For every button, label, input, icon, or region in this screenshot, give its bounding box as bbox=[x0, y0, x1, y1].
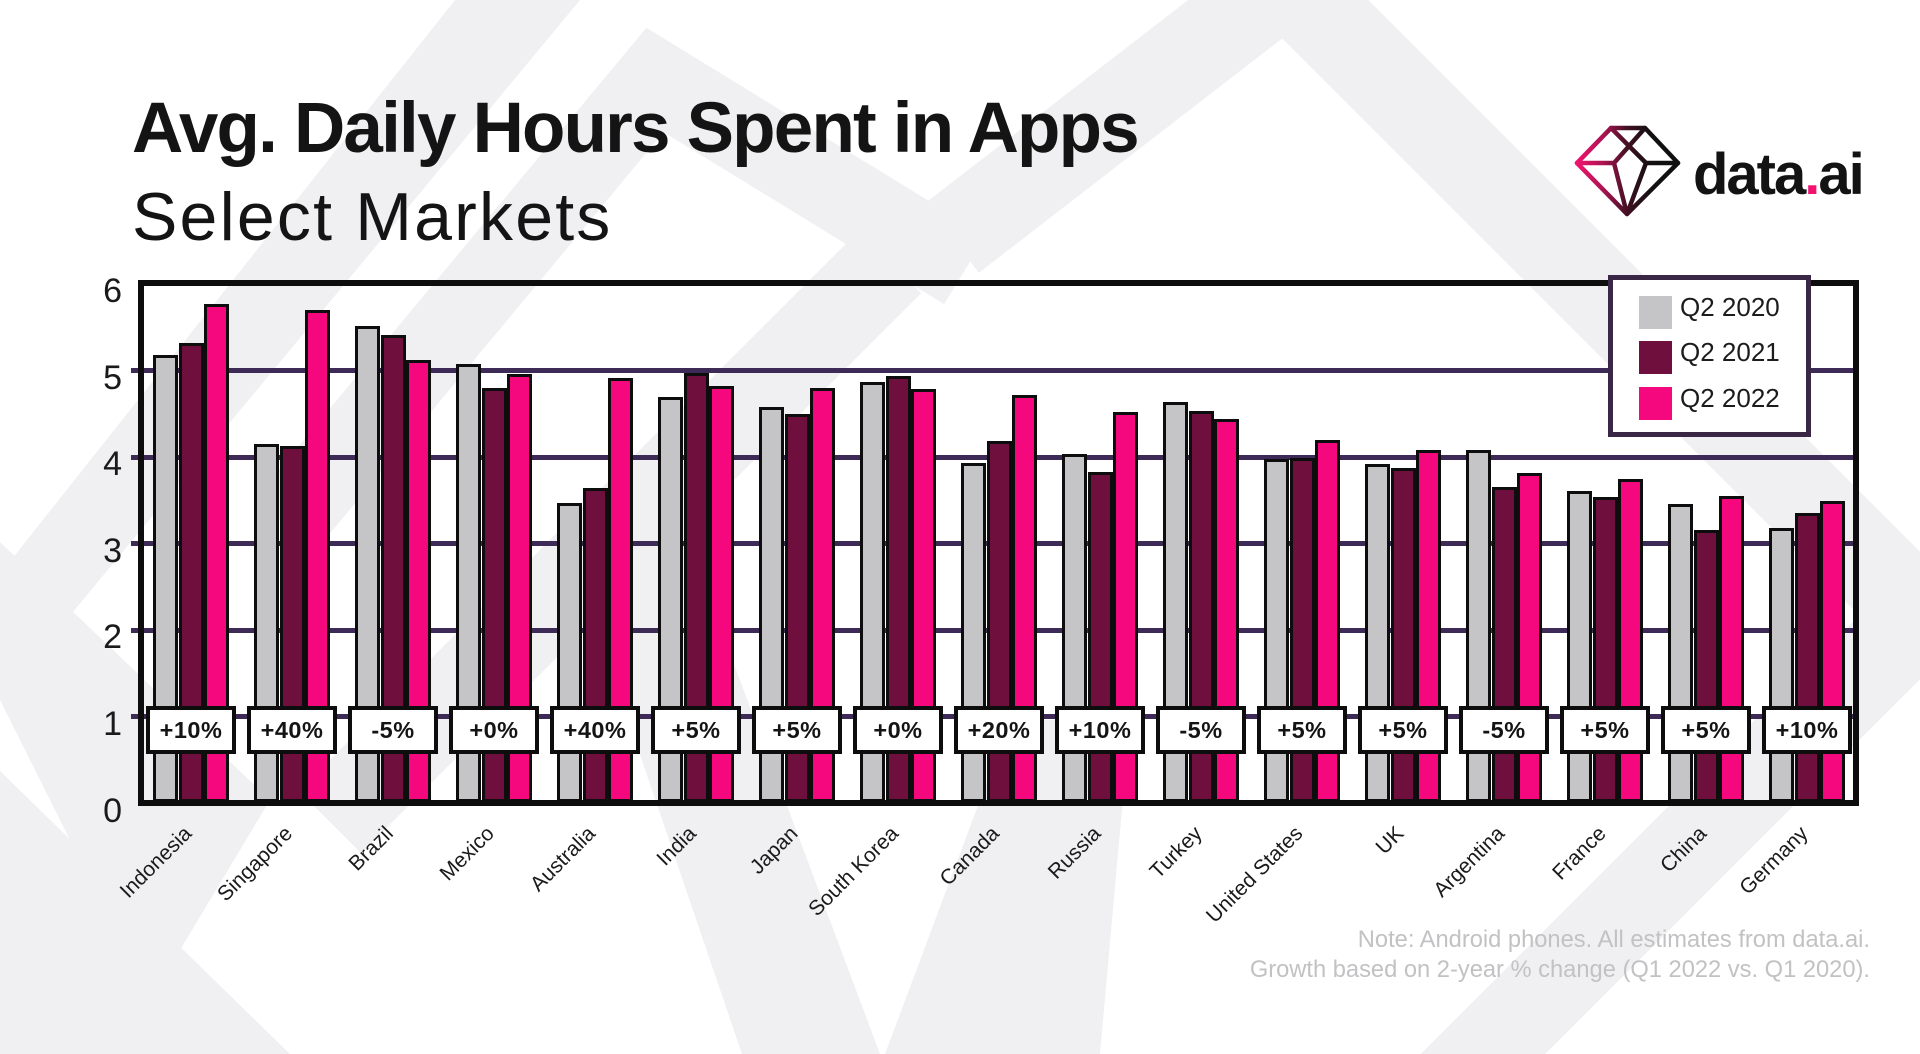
svg-text:data.ai: data.ai bbox=[1693, 142, 1863, 207]
